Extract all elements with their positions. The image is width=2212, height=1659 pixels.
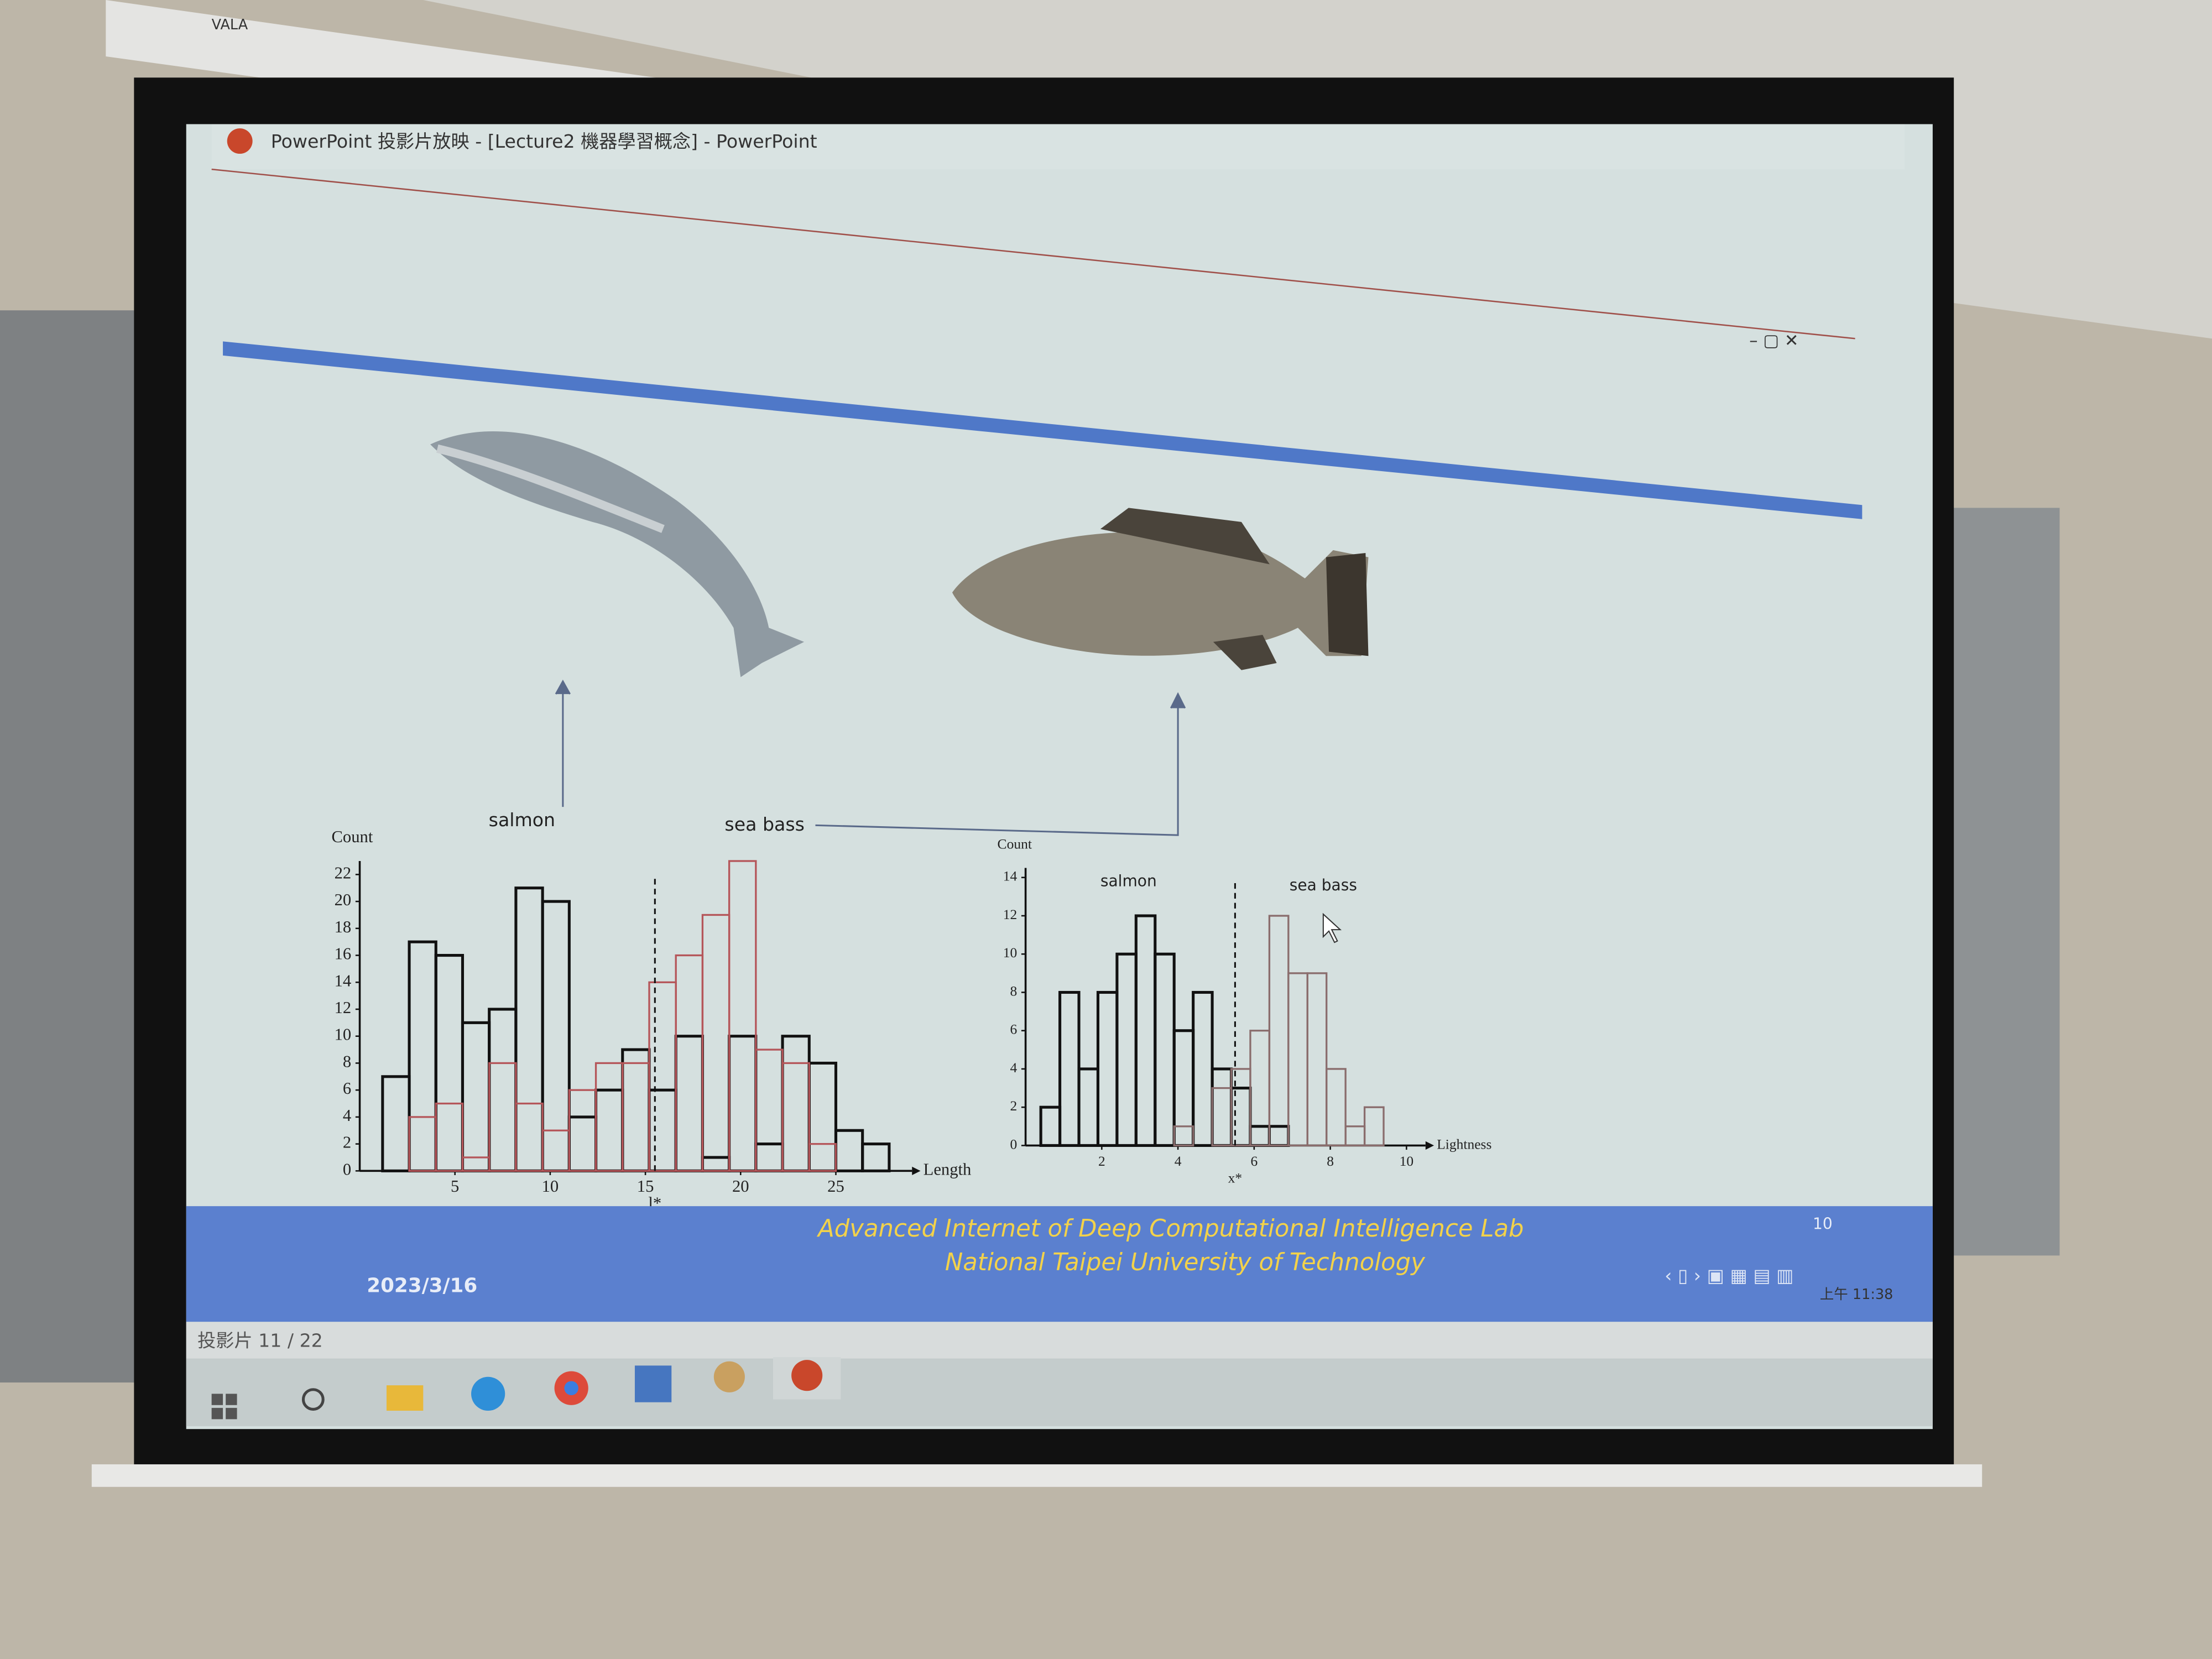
status-bar	[186, 1322, 1933, 1359]
mouse-pointer	[1322, 912, 1342, 943]
x-tick-label: 6	[1250, 1153, 1258, 1169]
x-tick-label: 10	[1400, 1153, 1414, 1169]
arrows	[555, 679, 1186, 836]
y-tick-label: 10	[1003, 945, 1017, 961]
x-tick-label: 10	[542, 1177, 559, 1196]
histogram-bar	[728, 860, 757, 1172]
y-axis-label: Count	[998, 836, 1032, 852]
series-label: salmon	[489, 809, 555, 831]
x-tick-label: 5	[451, 1177, 459, 1196]
window-title: PowerPoint 投影片放映 - [Lecture2 機器學習概念] - P…	[271, 131, 817, 152]
x-tick-label: 2	[1098, 1153, 1105, 1169]
app-icon	[227, 128, 253, 154]
footer-line: National Taipei University of Technology	[945, 1249, 1426, 1276]
x-tick-label: 15	[637, 1177, 654, 1196]
footer-line: Advanced Internet of Deep Computational …	[816, 1215, 1524, 1243]
screen-bottom-bar	[91, 1464, 1983, 1487]
y-tick-label: 0	[1010, 1136, 1018, 1152]
y-tick-label: 6	[1010, 1021, 1018, 1037]
sea-bass-image	[952, 508, 1369, 670]
y-tick-label: 8	[1010, 983, 1018, 999]
y-tick-label: 0	[343, 1160, 351, 1178]
y-tick-label: 14	[1003, 868, 1018, 884]
x-axis-label: Lightness	[1437, 1136, 1491, 1152]
histogram-bar	[781, 1062, 810, 1172]
threshold-label: x*	[1228, 1170, 1242, 1186]
histogram-chart: Count Length 0 2 4 6 8 10 12 14 16 18 20 22 5 10 15 20 25 s…	[331, 809, 971, 1212]
y-tick-label: 8	[343, 1052, 351, 1071]
y-tick-label: 2	[343, 1133, 351, 1152]
x-tick-label: 8	[1327, 1153, 1334, 1169]
salmon-image	[430, 431, 805, 677]
histogram-bar	[808, 1142, 837, 1172]
y-axis-label: Count	[331, 827, 373, 846]
y-tick-label: 10	[335, 1025, 352, 1044]
window-controls[interactable]: – ▢ ✕	[1749, 331, 1798, 351]
taskbar	[186, 1358, 1933, 1427]
series-label: salmon	[1100, 872, 1157, 890]
slideshow-controls[interactable]: ‹ ▯ › ▣ ▦ ▤ ▥	[1665, 1265, 1793, 1286]
y-tick-label: 12	[335, 998, 352, 1017]
histogram-bar	[1306, 972, 1328, 1147]
histogram-bar	[435, 1102, 464, 1172]
slide-counter: 投影片 11 / 22	[197, 1330, 323, 1352]
slide-date: 2023/3/16	[367, 1275, 477, 1297]
y-tick-label: 12	[1003, 906, 1017, 922]
histogram-bar	[1326, 1068, 1347, 1147]
slide-footer	[186, 1206, 1933, 1322]
x-axis-arrow	[1425, 1141, 1434, 1150]
x-tick-label: 20	[732, 1177, 749, 1196]
y-tick-label: 2	[1010, 1098, 1018, 1114]
y-tick-label: 18	[335, 917, 352, 936]
x-axis-label: Length	[924, 1160, 972, 1178]
x-axis-arrow	[912, 1166, 921, 1175]
taskbar-icons[interactable]	[211, 1357, 841, 1420]
y-tick-label: 14	[335, 971, 352, 990]
screen-brand: VALA	[212, 17, 248, 33]
y-tick-label: 6	[343, 1079, 351, 1098]
title-underline	[211, 168, 1855, 340]
histogram-bar	[861, 1142, 891, 1172]
y-tick-label: 4	[343, 1106, 351, 1125]
series-label: sea bass	[1290, 876, 1357, 894]
y-tick-label: 22	[335, 863, 352, 882]
clock: 上午 11:38	[1820, 1286, 1893, 1303]
histogram-chart: Count Lightness 0 2 4 6 8 10 12 14 2 4 6 8 10 salmon sea…	[998, 836, 1492, 1186]
histogram-bar	[1173, 1125, 1194, 1147]
series-label: sea bass	[724, 813, 804, 835]
x-tick-label: 25	[827, 1177, 844, 1196]
y-tick-label: 20	[335, 890, 352, 909]
slide-header-band	[223, 341, 1863, 519]
histogram-bar	[1363, 1106, 1385, 1147]
x-tick-label: 4	[1175, 1153, 1182, 1169]
y-tick-label: 16	[335, 945, 352, 963]
title-bar	[211, 124, 1905, 170]
slide-number: 10	[1813, 1214, 1833, 1233]
y-tick-label: 4	[1010, 1060, 1018, 1076]
